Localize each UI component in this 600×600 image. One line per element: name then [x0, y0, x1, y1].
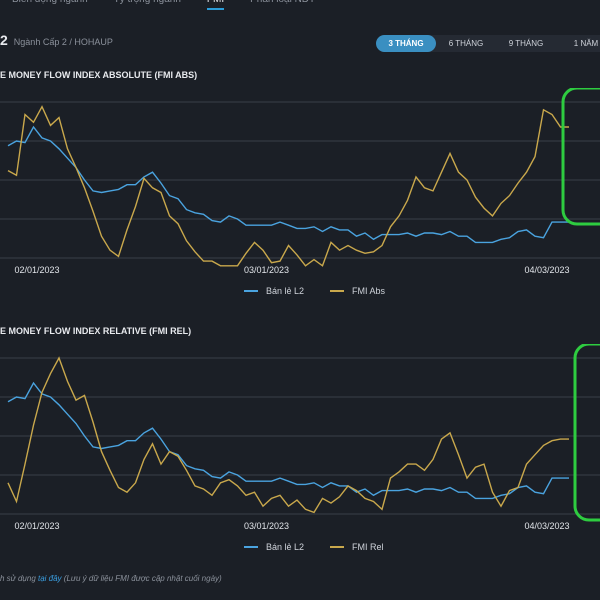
range-9-months[interactable]: 9 THÁNG [508, 39, 544, 48]
range-3-months[interactable]: 3 THÁNG [376, 35, 436, 52]
x-tick-label: 03/01/2023 [244, 521, 289, 531]
legend-label[interactable]: FMI Abs [352, 286, 386, 296]
x-tick-label: 04/03/2023 [525, 265, 570, 275]
series-line-ban-le-l2 [7, 381, 569, 500]
tab-bien-dong-nganh[interactable]: Biến động ngành [12, 0, 88, 10]
x-tick-label: 02/01/2023 [15, 265, 60, 275]
fmi-abs-chart: 02/01/2023 03/01/2023 04/03/2023 Bán lẻ L2 F… [0, 88, 600, 296]
breadcrumb: Ngành Cấp 2 / HOHAUP [13, 37, 113, 47]
nav-tabs: Biến động ngành Tỷ trọng ngành FMI Phân … [0, 0, 315, 10]
time-range-selector: 3 THÁNG 6 THÁNG 9 THÁNG 1 NĂM [376, 35, 600, 52]
legend-label[interactable]: Bán lẻ L2 [266, 286, 304, 296]
tab-fmi[interactable]: FMI [206, 0, 225, 10]
section-header: 2 Ngành Cấp 2 / HOHAUP [0, 32, 113, 48]
tab-phan-loai-ndt[interactable]: Phân loại NĐT [250, 0, 315, 10]
help-link[interactable]: tại đây [37, 574, 62, 583]
chart-title-fmi-abs: E MONEY FLOW INDEX ABSOLUTE (FMI ABS) [0, 70, 198, 80]
legend-label[interactable]: Bán lẻ L2 [266, 542, 304, 552]
industry-code: 2 [0, 32, 8, 48]
series-line-fmi-abs [7, 105, 569, 267]
highlight-box [561, 88, 600, 226]
tab-ty-trong-nganh[interactable]: Tỷ trọng ngành [114, 0, 181, 10]
highlight-box [573, 344, 600, 522]
x-tick-label: 04/03/2023 [525, 521, 570, 531]
range-1-year[interactable]: 1 NĂM [573, 39, 599, 48]
chart-title-fmi-rel: E MONEY FLOW INDEX RELATIVE (FMI REL) [0, 326, 192, 336]
range-6-months[interactable]: 6 THÁNG [448, 39, 484, 48]
x-tick-label: 03/01/2023 [244, 265, 289, 275]
footer-note: h sử dụng tại đây (Lưu ý dữ liệu FMI đượ… [0, 574, 222, 583]
x-tick-label: 02/01/2023 [15, 521, 60, 531]
fmi-rel-chart: 02/01/2023 03/01/2023 04/03/2023 Bán lẻ L2 F… [0, 344, 600, 552]
series-line-fmi-rel [7, 356, 569, 514]
legend-label[interactable]: FMI Rel [352, 542, 384, 552]
series-line-ban-le-l2 [7, 125, 569, 244]
